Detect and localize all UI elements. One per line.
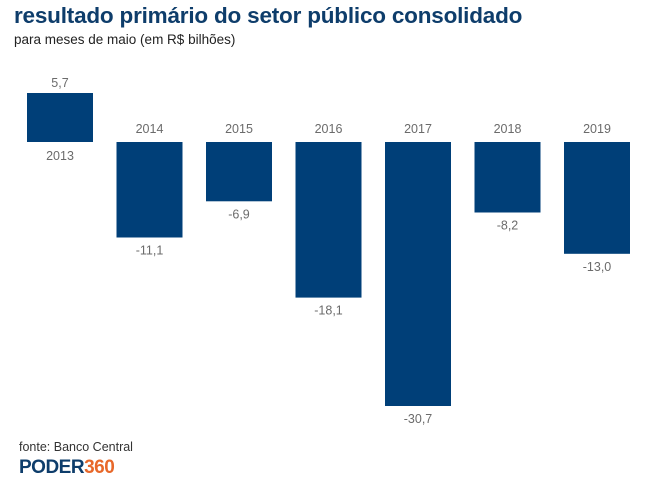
value-label: 5,7 (51, 76, 68, 90)
bar-2018 (474, 142, 541, 213)
value-label: -18,1 (314, 304, 343, 318)
chart-subtitle: para meses de maio (em R$ bilhões) (14, 32, 236, 47)
bar-2016 (295, 142, 362, 298)
category-label: 2015 (225, 122, 253, 136)
source-note: fonte: Banco Central (19, 440, 133, 454)
logo-text-poder: PODER (19, 457, 85, 478)
chart-title: resultado primário do setor público cons… (14, 3, 523, 28)
category-label: 2019 (583, 122, 611, 136)
category-label: 2014 (136, 122, 164, 136)
value-label: -8,2 (497, 219, 519, 233)
bar-2015 (206, 142, 272, 202)
value-label: -13,0 (583, 260, 612, 274)
bar-2014 (116, 142, 183, 238)
category-label: 2017 (404, 122, 432, 136)
value-label: -6,9 (228, 207, 250, 221)
value-label: -30,7 (404, 412, 433, 426)
category-label: 2016 (315, 122, 343, 136)
bar-2019 (564, 142, 630, 254)
bar-2017 (385, 142, 451, 406)
category-label: 2013 (46, 149, 74, 163)
logo-text-360: 360 (84, 457, 115, 478)
category-label: 2018 (494, 122, 522, 136)
poder360-logo: PODER360 (19, 457, 115, 479)
bar-2013 (27, 93, 93, 142)
value-label: -11,1 (136, 244, 164, 258)
